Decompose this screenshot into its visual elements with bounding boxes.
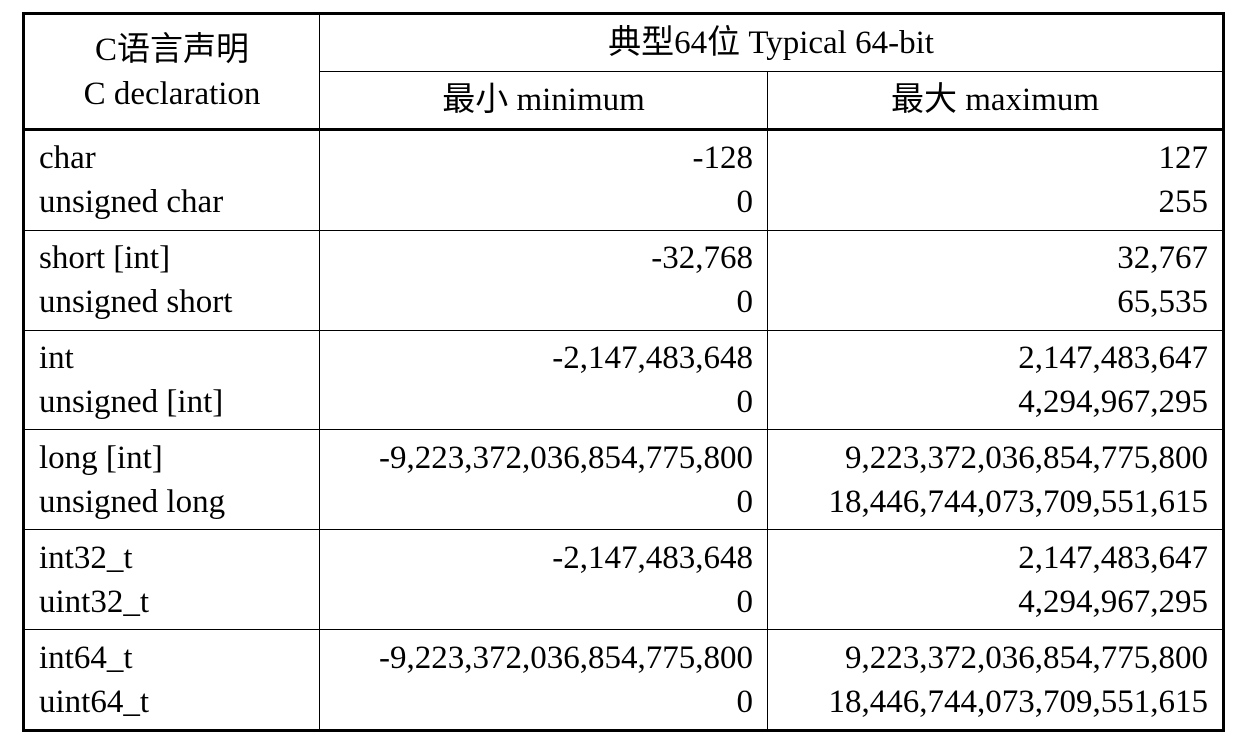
maximum-cell: 9,223,372,036,854,775,800 18,446,744,073… [767, 429, 1224, 531]
type-name: uint64_t [39, 683, 150, 720]
declaration-cell: int unsigned [int] [23, 329, 320, 431]
table-row: char unsigned char -128 0 127 255 [23, 128, 1224, 231]
minimum-cell: -2,147,483,648 0 [319, 529, 768, 631]
type-name: unsigned long [39, 483, 226, 520]
min-value: 0 [736, 284, 754, 321]
min-value: 0 [736, 683, 754, 720]
declaration-cell: int64_t uint64_t [23, 629, 320, 731]
max-value: 9,223,372,036,854,775,800 [845, 439, 1208, 476]
table-row: int64_t uint64_t -9,223,372,036,854,775,… [23, 629, 1224, 731]
max-value: 4,294,967,295 [1018, 384, 1208, 421]
table-row: long [int] unsigned long -9,223,372,036,… [23, 429, 1224, 531]
min-value: 0 [736, 384, 754, 421]
max-value: 2,147,483,647 [1018, 340, 1208, 377]
declaration-cell: int32_t uint32_t [23, 529, 320, 631]
max-value: 32,767 [1117, 240, 1208, 277]
type-name: int [39, 340, 74, 377]
declaration-header-zh: C语言声明 [94, 31, 249, 68]
type-name: int64_t [39, 639, 133, 676]
min-value: -2,147,483,648 [552, 340, 753, 377]
table-row: short [int] unsigned short -32,768 0 32,… [23, 229, 1224, 331]
min-value: -2,147,483,648 [552, 539, 753, 576]
min-value: 0 [736, 583, 754, 620]
type-name: char [39, 140, 96, 177]
maximum-cell: 127 255 [767, 128, 1224, 231]
type-name: uint32_t [39, 583, 150, 620]
maximum-cell: 2,147,483,647 4,294,967,295 [767, 529, 1224, 631]
min-value: -128 [692, 140, 754, 177]
typical-64bit-header: 典型64位 Typical 64-bit [319, 13, 1224, 72]
minimum-cell: -9,223,372,036,854,775,800 0 [319, 629, 768, 731]
minimum-cell: -2,147,483,648 0 [319, 329, 768, 431]
declaration-cell: char unsigned char [23, 128, 320, 231]
min-value: 0 [736, 483, 754, 520]
type-name: int32_t [39, 539, 133, 576]
minimum-cell: -32,768 0 [319, 229, 768, 331]
type-name: unsigned short [39, 284, 233, 321]
max-value: 2,147,483,647 [1018, 539, 1208, 576]
type-name: short [int] [39, 240, 171, 277]
maximum-cell: 9,223,372,036,854,775,800 18,446,744,073… [767, 629, 1224, 731]
min-value: -9,223,372,036,854,775,800 [379, 639, 753, 676]
minimum-cell: -128 0 [319, 128, 768, 231]
type-name: unsigned char [39, 184, 224, 221]
max-value: 127 [1158, 140, 1209, 177]
min-value: 0 [736, 184, 754, 221]
minimum-cell: -9,223,372,036,854,775,800 0 [319, 429, 768, 531]
max-value: 18,446,744,073,709,551,615 [828, 483, 1209, 520]
type-name: long [int] [39, 439, 163, 476]
max-value: 9,223,372,036,854,775,800 [845, 639, 1208, 676]
maximum-cell: 32,767 65,535 [767, 229, 1224, 331]
minimum-header: 最小 minimum [319, 71, 768, 130]
maximum-header: 最大 maximum [767, 71, 1224, 130]
declaration-cell: short [int] unsigned short [23, 229, 320, 331]
max-value: 18,446,744,073,709,551,615 [828, 683, 1209, 720]
max-value: 255 [1158, 184, 1209, 221]
declaration-cell: long [int] unsigned long [23, 429, 320, 531]
c-integer-ranges-table: C语言声明 C declaration 典型64位 Typical 64-bit… [22, 12, 1225, 732]
min-value: -9,223,372,036,854,775,800 [379, 439, 753, 476]
declaration-header: C语言声明 C declaration [23, 13, 320, 130]
declaration-header-en: C declaration [83, 75, 261, 112]
max-value: 4,294,967,295 [1018, 583, 1208, 620]
max-value: 65,535 [1117, 284, 1208, 321]
table-row: int32_t uint32_t -2,147,483,648 0 2,147,… [23, 529, 1224, 631]
min-value: -32,768 [651, 240, 753, 277]
type-name: unsigned [int] [39, 384, 224, 421]
table-row: int unsigned [int] -2,147,483,648 0 2,14… [23, 329, 1224, 431]
maximum-cell: 2,147,483,647 4,294,967,295 [767, 329, 1224, 431]
